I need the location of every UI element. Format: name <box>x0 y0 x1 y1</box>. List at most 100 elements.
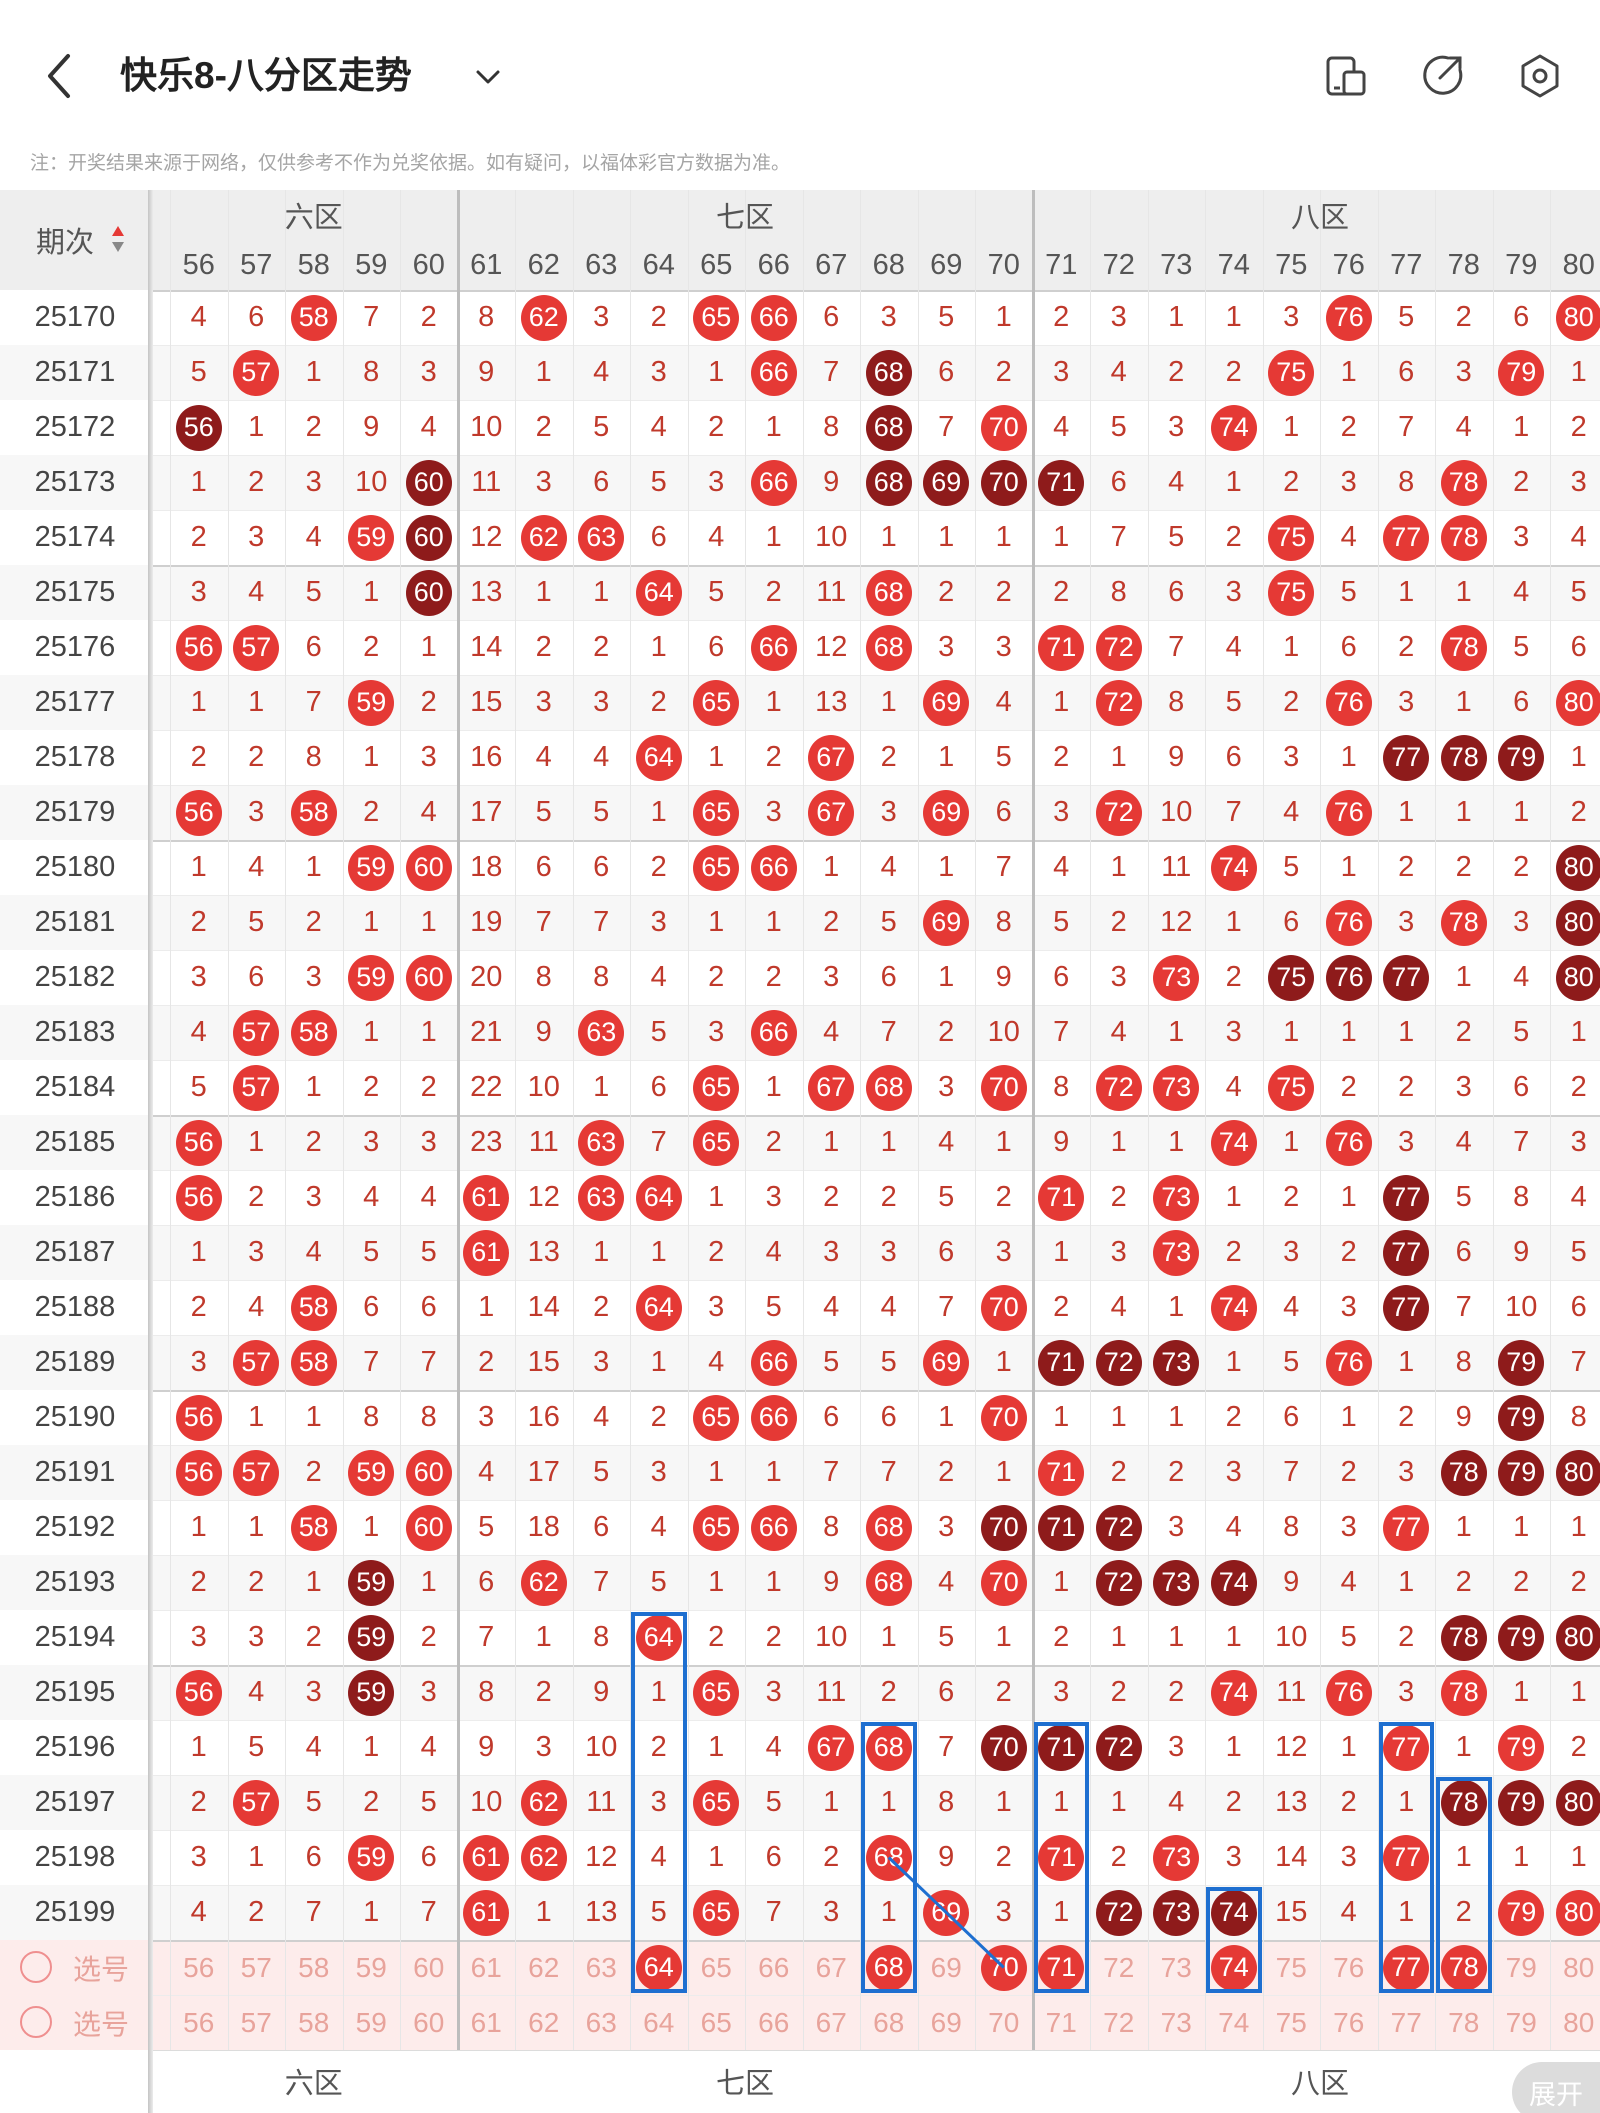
trend-cell: 1 <box>420 1566 437 1598</box>
select-number[interactable]: 63 <box>585 1951 617 1983</box>
drawn-number-ball: 64 <box>635 1614 682 1661</box>
settings-icon[interactable] <box>1516 52 1564 100</box>
trend-cell: 3 <box>1225 576 1242 608</box>
column-divider <box>572 190 574 2050</box>
select-number[interactable]: 77 <box>1378 1940 1436 1995</box>
select-number[interactable]: 73 <box>1160 2006 1192 2038</box>
select-number[interactable]: 72 <box>1103 2006 1135 2038</box>
select-number[interactable]: 61 <box>470 1951 502 1983</box>
trend-cell: 1 <box>1225 1621 1242 1653</box>
select-number[interactable]: 79 <box>1505 1951 1537 1983</box>
select-number[interactable]: 71 <box>1033 1940 1091 1995</box>
select-number[interactable]: 70 <box>975 1940 1033 1995</box>
select-number[interactable]: 74 <box>1218 2006 1250 2038</box>
trend-cell: 3 <box>880 1236 897 1268</box>
expand-button[interactable]: 展开 <box>1512 2062 1600 2113</box>
drawn-number-ball: 80 <box>1555 954 1600 1001</box>
drawn-number-ball: 66 <box>750 349 797 396</box>
select-number[interactable]: 56 <box>183 1951 215 1983</box>
select-number[interactable]: 67 <box>815 1951 847 1983</box>
select-number[interactable]: 66 <box>758 1951 790 1983</box>
drawn-number-ball: 64 <box>635 1174 682 1221</box>
trend-cell: 2 <box>650 851 667 883</box>
select-number[interactable]: 56 <box>183 2006 215 2038</box>
select-number[interactable]: 58 <box>298 1951 330 1983</box>
drawn-number-ball: 80 <box>1555 1449 1600 1496</box>
select-number[interactable]: 65 <box>700 2006 732 2038</box>
select-number[interactable]: 65 <box>700 1951 732 1983</box>
select-radio[interactable] <box>20 1951 52 1983</box>
issue-stripe <box>0 675 150 730</box>
row-divider <box>0 1005 1600 1006</box>
picked-number-ball[interactable]: 78 <box>1440 1944 1487 1991</box>
trend-cell: 80 <box>1550 950 1600 1005</box>
select-number[interactable]: 73 <box>1160 1951 1192 1983</box>
select-number[interactable]: 67 <box>815 2006 847 2038</box>
select-number[interactable]: 59 <box>355 2006 387 2038</box>
column-divider <box>687 190 689 2050</box>
select-label[interactable]: 选号 <box>72 1953 129 1985</box>
row-divider <box>0 1665 1600 1667</box>
trend-cell: 3 <box>478 1401 495 1433</box>
select-number[interactable]: 71 <box>1045 2006 1077 2038</box>
trend-cell: 6 <box>823 1401 840 1433</box>
trend-cell: 1 <box>823 1126 840 1158</box>
select-number[interactable]: 79 <box>1505 2006 1537 2038</box>
trend-cell: 6 <box>593 1511 610 1543</box>
trend-cell: 1 <box>248 411 265 443</box>
select-number[interactable]: 61 <box>470 2006 502 2038</box>
select-number[interactable]: 80 <box>1563 1951 1595 1983</box>
select-number[interactable]: 76 <box>1333 1951 1365 1983</box>
select-number[interactable]: 59 <box>355 1951 387 1983</box>
phone-layout-icon[interactable] <box>1322 52 1370 100</box>
trend-cell: 3 <box>1053 796 1070 828</box>
select-number[interactable]: 60 <box>413 2006 445 2038</box>
select-number[interactable]: 78 <box>1448 2006 1480 2038</box>
select-number[interactable]: 77 <box>1390 2006 1422 2038</box>
select-number[interactable]: 69 <box>930 1951 962 1983</box>
select-number[interactable]: 70 <box>988 2006 1020 2038</box>
select-number[interactable]: 58 <box>298 2006 330 2038</box>
zone-footer-label: 七区 <box>715 2068 774 2100</box>
trend-cell: 14 <box>527 1291 560 1323</box>
share-icon[interactable] <box>1418 52 1466 100</box>
select-number[interactable]: 57 <box>240 2006 272 2038</box>
row-divider <box>0 510 1600 511</box>
picked-number-ball[interactable]: 77 <box>1383 1944 1430 1991</box>
select-number[interactable]: 69 <box>930 2006 962 2038</box>
select-number[interactable]: 75 <box>1275 1951 1307 1983</box>
select-number[interactable]: 80 <box>1563 2006 1595 2038</box>
select-number[interactable]: 68 <box>873 2006 905 2038</box>
select-number[interactable]: 57 <box>240 1951 272 1983</box>
picked-number-ball[interactable]: 74 <box>1210 1944 1257 1991</box>
select-number[interactable]: 63 <box>585 2006 617 2038</box>
select-number[interactable]: 72 <box>1103 1951 1135 1983</box>
select-number[interactable]: 60 <box>413 1951 445 1983</box>
trend-cell: 2 <box>1570 796 1587 828</box>
select-number[interactable]: 74 <box>1205 1940 1263 1995</box>
select-label[interactable]: 选号 <box>72 2008 129 2040</box>
picked-number-ball[interactable]: 64 <box>635 1944 682 1991</box>
page-title[interactable]: 快乐8-八分区走势 <box>120 55 412 96</box>
trend-cell: 1 <box>1110 1786 1127 1818</box>
picked-number-ball[interactable]: 70 <box>980 1944 1027 1991</box>
select-number[interactable]: 76 <box>1333 2006 1365 2038</box>
select-radio[interactable] <box>20 2006 52 2038</box>
select-number[interactable]: 64 <box>643 2006 675 2038</box>
select-number[interactable]: 64 <box>630 1940 688 1995</box>
sort-arrows-icon[interactable] <box>110 224 126 254</box>
select-number[interactable]: 62 <box>528 2006 560 2038</box>
trend-cell: 1 <box>765 411 782 443</box>
back-arrow-icon[interactable] <box>40 50 80 102</box>
drawn-number-ball: 60 <box>405 459 452 506</box>
select-number[interactable]: 78 <box>1435 1940 1493 1995</box>
select-number[interactable]: 66 <box>758 2006 790 2038</box>
drawn-number-ball: 80 <box>1555 1889 1600 1936</box>
dropdown-chevron-icon[interactable] <box>470 60 506 92</box>
trend-cell: 2 <box>363 1071 380 1103</box>
trend-cell: 4 <box>1225 1511 1242 1543</box>
picked-number-ball[interactable]: 71 <box>1038 1944 1085 1991</box>
select-number[interactable]: 62 <box>528 1951 560 1983</box>
select-number[interactable]: 75 <box>1275 2006 1307 2038</box>
trend-cell: 6 <box>823 301 840 333</box>
